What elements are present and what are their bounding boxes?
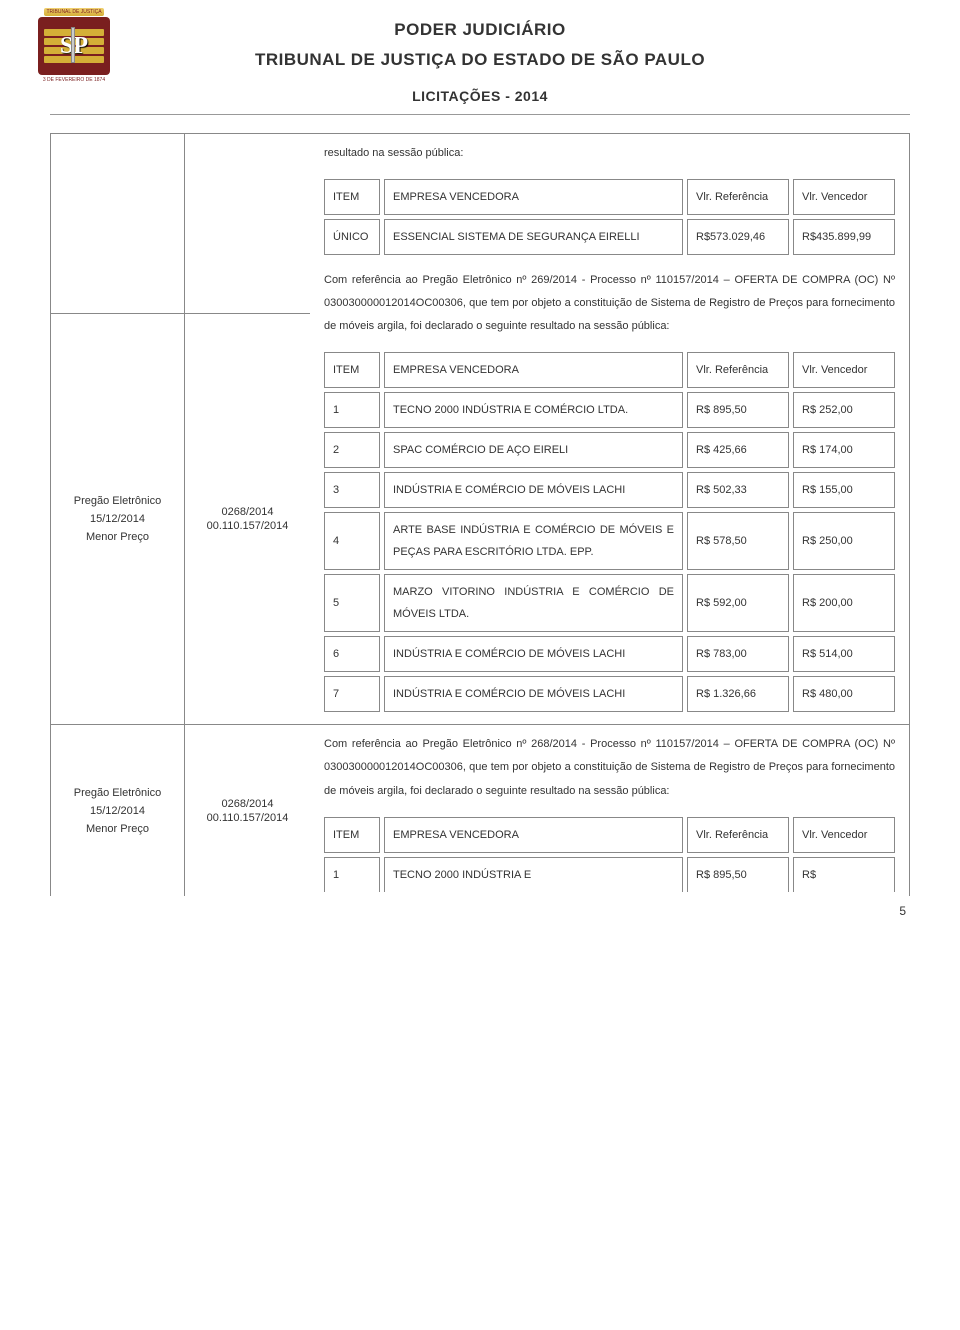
cell-ven: R$ 174,00	[793, 432, 895, 468]
cell-ven: R$ 250,00	[793, 512, 895, 570]
proc2: 00.110.157/2014	[189, 812, 306, 824]
bid-row-2-ref: 0268/2014 00.110.157/2014	[185, 725, 310, 895]
bid-row-2-content: Com referência ao Pregão Eletrônico nº 2…	[310, 725, 910, 895]
table-row: ÚNICO ESSENCIAL SISTEMA DE SEGURANÇA EIR…	[324, 219, 895, 255]
table-row: 7 INDÚSTRIA E COMÉRCIO DE MÓVEIS LACHI R…	[324, 676, 895, 712]
emblem-bottom-text: 3 DE FEVEREIRO DE 1874	[38, 77, 110, 83]
cell-item: 4	[324, 512, 380, 570]
proc1: 0268/2014	[189, 506, 306, 518]
th-vlr-ref: Vlr. Referência	[687, 817, 789, 853]
cell-ven: R$435.899,99	[793, 219, 895, 255]
cell-ven: R$ 252,00	[793, 392, 895, 428]
cell-ref: R$ 895,50	[687, 857, 789, 892]
cell-empresa: TECNO 2000 INDÚSTRIA E	[384, 857, 683, 892]
emblem-shield: SP	[38, 17, 110, 75]
bid-row-1-meta: Pregão Eletrônico 15/12/2014 Menor Preço	[50, 133, 185, 725]
cell-empresa: INDÚSTRIA E COMÉRCIO DE MÓVEIS LACHI	[384, 676, 683, 712]
cell-ref: R$ 425,66	[687, 432, 789, 468]
cell-ref: R$ 578,50	[687, 512, 789, 570]
modalidade-label: Pregão Eletrônico	[55, 495, 180, 507]
cell-ven: R$ 155,00	[793, 472, 895, 508]
cell-ref: R$573.029,46	[687, 219, 789, 255]
header-title-1: PODER JUDICIÁRIO	[50, 20, 910, 40]
cell-item: 2	[324, 432, 380, 468]
cell-ref: R$ 783,00	[687, 636, 789, 672]
bid-row-1-content: resultado na sessão pública: ITEM EMPRES…	[310, 133, 910, 725]
page-header: PODER JUDICIÁRIO TRIBUNAL DE JUSTIÇA DO …	[50, 20, 910, 104]
bid-row-1-ref: 0268/2014 00.110.157/2014	[185, 133, 310, 725]
th-vlr-ref: Vlr. Referência	[687, 179, 789, 215]
modalidade-label: Pregão Eletrônico	[55, 787, 180, 799]
proc2: 00.110.157/2014	[189, 520, 306, 532]
cell-empresa: ARTE BASE INDÚSTRIA E COMÉRCIO DE MÓVEIS…	[384, 512, 683, 570]
cell-item: 5	[324, 574, 380, 632]
winners-table-1: ITEM EMPRESA VENCEDORA Vlr. Referência V…	[320, 175, 899, 259]
cell-empresa: ESSENCIAL SISTEMA DE SEGURANÇA EIRELLI	[384, 219, 683, 255]
table-row: 4 ARTE BASE INDÚSTRIA E COMÉRCIO DE MÓVE…	[324, 512, 895, 570]
th-empresa: EMPRESA VENCEDORA	[384, 179, 683, 215]
cell-item: 6	[324, 636, 380, 672]
table-row: 2 SPAC COMÉRCIO DE AÇO EIRELI R$ 425,66 …	[324, 432, 895, 468]
header-divider	[50, 114, 910, 115]
data-label: 15/12/2014	[55, 513, 180, 525]
cell-empresa: SPAC COMÉRCIO DE AÇO EIRELI	[384, 432, 683, 468]
winners-table-3: ITEM EMPRESA VENCEDORA Vlr. Referência V…	[320, 813, 899, 896]
cell-ven: R$	[793, 857, 895, 892]
proc1: 0268/2014	[189, 798, 306, 810]
prose-mid: Com referência ao Pregão Eletrônico nº 2…	[310, 267, 909, 348]
bid-row-2: Pregão Eletrônico 15/12/2014 Menor Preço…	[50, 725, 910, 895]
cell-item: 1	[324, 857, 380, 892]
emblem-top-banner: TRIBUNAL DE JUSTIÇA	[44, 8, 103, 16]
bid-row-2-meta: Pregão Eletrônico 15/12/2014 Menor Preço	[50, 725, 185, 895]
th-item: ITEM	[324, 179, 380, 215]
cell-empresa: INDÚSTRIA E COMÉRCIO DE MÓVEIS LACHI	[384, 472, 683, 508]
cell-ref: R$ 502,33	[687, 472, 789, 508]
cell-ven: R$ 514,00	[793, 636, 895, 672]
cell-empresa: TECNO 2000 INDÚSTRIA E COMÉRCIO LTDA.	[384, 392, 683, 428]
page-number: 5	[50, 904, 910, 918]
cell-ref: R$ 895,50	[687, 392, 789, 428]
th-item: ITEM	[324, 817, 380, 853]
criterio-label: Menor Preço	[55, 823, 180, 835]
cell-ven: R$ 480,00	[793, 676, 895, 712]
cell-ref: R$ 592,00	[687, 574, 789, 632]
cell-empresa: INDÚSTRIA E COMÉRCIO DE MÓVEIS LACHI	[384, 636, 683, 672]
cell-empresa: MARZO VITORINO INDÚSTRIA E COMÉRCIO DE M…	[384, 574, 683, 632]
table-row: 1 TECNO 2000 INDÚSTRIA E COMÉRCIO LTDA. …	[324, 392, 895, 428]
header-title-2: TRIBUNAL DE JUSTIÇA DO ESTADO DE SÃO PAU…	[50, 50, 910, 70]
cell-item: 7	[324, 676, 380, 712]
cell-item: ÚNICO	[324, 219, 380, 255]
table-row: 5 MARZO VITORINO INDÚSTRIA E COMÉRCIO DE…	[324, 574, 895, 632]
th-empresa: EMPRESA VENCEDORA	[384, 817, 683, 853]
criterio-label: Menor Preço	[55, 531, 180, 543]
th-item: ITEM	[324, 352, 380, 388]
court-emblem: TRIBUNAL DE JUSTIÇA SP 3 DE FEVEREIRO DE…	[38, 8, 110, 83]
th-vlr-ref: Vlr. Referência	[687, 352, 789, 388]
th-empresa: EMPRESA VENCEDORA	[384, 352, 683, 388]
th-vlr-ven: Vlr. Vencedor	[793, 817, 895, 853]
prose-top: resultado na sessão pública:	[310, 134, 909, 175]
th-vlr-ven: Vlr. Vencedor	[793, 352, 895, 388]
cell-ven: R$ 200,00	[793, 574, 895, 632]
cell-item: 1	[324, 392, 380, 428]
bid-row-1: Pregão Eletrônico 15/12/2014 Menor Preço…	[50, 133, 910, 725]
cell-item: 3	[324, 472, 380, 508]
cell-ref: R$ 1.326,66	[687, 676, 789, 712]
prose-row2: Com referência ao Pregão Eletrônico nº 2…	[310, 725, 909, 812]
winners-table-2: ITEM EMPRESA VENCEDORA Vlr. Referência V…	[320, 348, 899, 716]
table-row: 6 INDÚSTRIA E COMÉRCIO DE MÓVEIS LACHI R…	[324, 636, 895, 672]
header-title-3: LICITAÇÕES - 2014	[50, 88, 910, 104]
table-row: 3 INDÚSTRIA E COMÉRCIO DE MÓVEIS LACHI R…	[324, 472, 895, 508]
th-vlr-ven: Vlr. Vencedor	[793, 179, 895, 215]
table-row: 1 TECNO 2000 INDÚSTRIA E R$ 895,50 R$	[324, 857, 895, 892]
data-label: 15/12/2014	[55, 805, 180, 817]
